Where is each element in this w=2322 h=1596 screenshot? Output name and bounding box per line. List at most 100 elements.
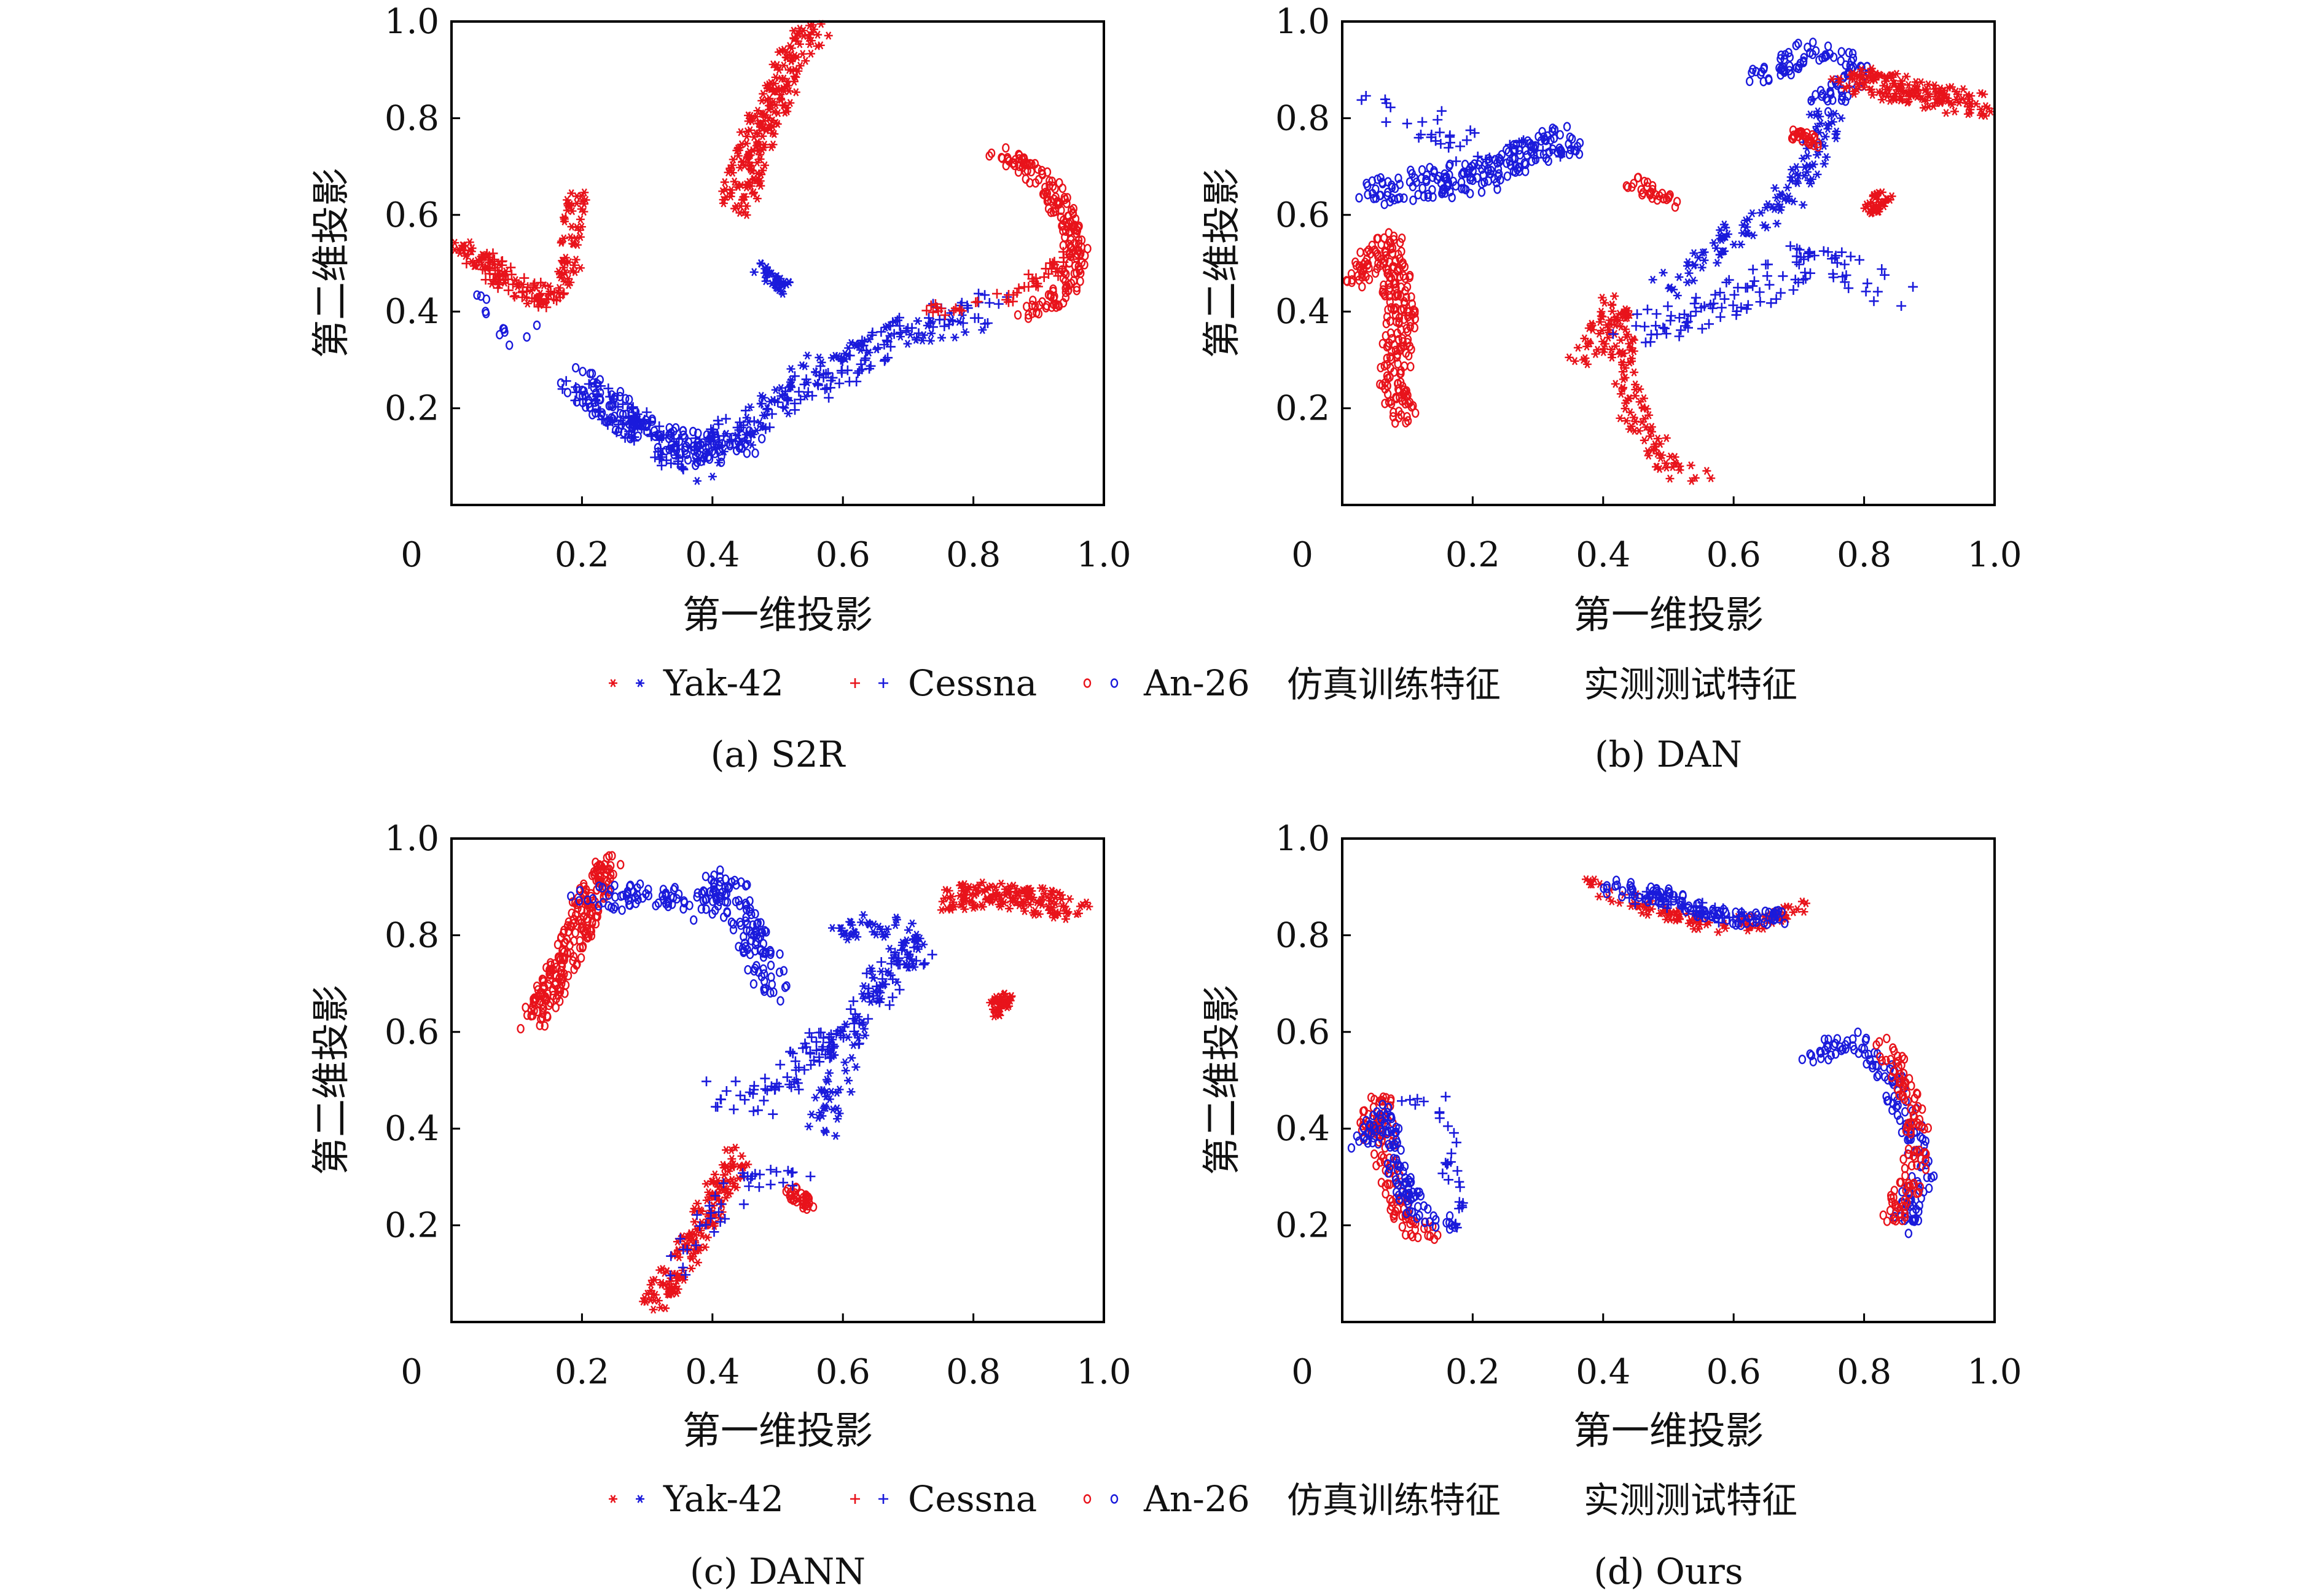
scatter-point-an-real <box>689 915 698 925</box>
scatter-point-cessna-real <box>602 382 614 394</box>
legend-an-label: An-26 <box>1143 662 1250 704</box>
scatter-point-cessna-real <box>1907 281 1919 293</box>
scatter-point-cessna-real <box>1845 251 1857 262</box>
scatter-point-an-real <box>751 448 759 458</box>
scatter-point-yak-sim <box>1625 408 1636 417</box>
scatter-point-an-real <box>751 909 759 919</box>
scatter-points <box>1347 875 1938 1245</box>
scatter-point-an-real <box>618 905 626 915</box>
y-tick-label: 0.4 <box>1275 292 1330 332</box>
scatter-point-yak-sim <box>1573 343 1584 353</box>
scatter-point-yak-real <box>1674 272 1684 282</box>
plot-frame <box>1341 20 1996 506</box>
scatter-point-cessna-sim <box>925 299 937 311</box>
scatter-point-yak-real <box>1684 268 1694 278</box>
scatter-point-cessna-real <box>1396 1095 1408 1107</box>
scatter-point-yak-sim <box>1639 436 1650 445</box>
scatter-point-cessna-real <box>1461 134 1473 146</box>
y-axis-label: 第二维投影 <box>308 985 353 1175</box>
scatter-point-cessna-real <box>700 1076 713 1087</box>
scatter-point-yak-real <box>851 1062 861 1072</box>
scatter-point-yak-real <box>1712 258 1722 267</box>
y-tick-label: 0.6 <box>1275 1012 1330 1052</box>
scatter-point-an-real <box>1347 1143 1356 1153</box>
scatter-point-cessna-real <box>1450 1136 1463 1149</box>
scatter-point-cessna-sim <box>1003 289 1015 301</box>
scatter-point-cessna-real <box>1454 140 1466 152</box>
scatter-point-yak-sim <box>791 87 802 97</box>
scatter-point-yak-sim <box>1609 291 1620 301</box>
plot-frame <box>450 837 1105 1323</box>
x-tick-label: 0.2 <box>1445 535 1500 575</box>
scatter-point-cessna-real <box>793 386 805 398</box>
legend-cessna-sim-marker <box>849 1493 861 1505</box>
scatter-point-yak-sim <box>719 178 730 187</box>
scatter-point-yak-real <box>1782 183 1793 192</box>
scatter-point-yak-real <box>858 910 869 920</box>
scatter-point-cessna-real <box>1709 289 1721 301</box>
scatter-point-yak-real <box>1770 183 1780 193</box>
y-tick-label: 0.6 <box>1275 195 1330 235</box>
scatter-point-an-sim <box>1356 248 1364 257</box>
legend-an-sim-marker <box>1083 1494 1092 1504</box>
scatter-point-cessna-real <box>983 297 996 309</box>
scatter-point-yak-real <box>840 1058 850 1067</box>
x-tick-label: 0.6 <box>1706 1352 1761 1392</box>
legend-an-sim-marker <box>1083 678 1092 688</box>
panel-caption: (a) S2R <box>711 733 846 775</box>
scatter-point-cessna-real <box>1868 295 1880 307</box>
scatter-point-cessna-real <box>765 1178 776 1191</box>
scatter-point-cessna-real <box>710 1101 722 1113</box>
scatter-point-yak-real <box>1819 159 1829 168</box>
scatter-point-yak-real <box>902 339 913 348</box>
y-tick-label: 1.0 <box>1275 819 1330 859</box>
scatter-point-cessna-real <box>1437 1167 1448 1179</box>
x-axis-label: 第一维投影 <box>682 1408 873 1453</box>
legend: Yak-42 Cessna An-26 仿真训练特征 实测测试特征 <box>608 1478 1797 1521</box>
scatter-point-cessna-real <box>972 288 985 300</box>
scatter-point-cessna-real <box>1453 1176 1465 1188</box>
scatter-point-cessna-real <box>1818 245 1830 257</box>
scatter-point-cessna-real <box>1723 274 1735 286</box>
scatter-point-cessna-real <box>1436 105 1448 117</box>
scatter-point-cessna-sim <box>972 295 983 308</box>
y-tick-label: 0.4 <box>1275 1109 1330 1149</box>
scatter-point-cessna-real <box>759 1073 771 1084</box>
scatter-point-yak-sim <box>1941 108 1952 118</box>
scatter-point-yak-real <box>1688 276 1699 285</box>
scatter-point-cessna-real <box>708 1226 720 1238</box>
scatter-point-cessna-real <box>1444 131 1456 143</box>
scatter-point-an-real <box>749 979 758 989</box>
scatter-point-cessna-real <box>728 1103 740 1116</box>
scatter-point-yak-sim <box>1702 466 1712 475</box>
legend-yak-real-marker <box>635 1494 646 1504</box>
scatter-point-yak-real <box>783 409 794 418</box>
x-tick-label: 0.2 <box>555 535 609 575</box>
scatter-point-cessna-real <box>784 1046 797 1058</box>
scatter-point-cessna-real <box>730 1076 741 1087</box>
scatter-point-yak-sim <box>1606 300 1617 309</box>
x-axis-label: 第一维投影 <box>1573 592 1764 637</box>
x-origin-label: 0 <box>1291 535 1313 575</box>
scatter-point-cessna-real <box>1719 293 1730 305</box>
scatter-point-cessna-real <box>1404 1093 1416 1106</box>
scatter-point-an-sim <box>1407 362 1415 372</box>
scatter-point-an-sim <box>1377 362 1385 373</box>
scatter-point-cessna-real <box>1380 116 1392 128</box>
scatter-point-cessna-real <box>1895 300 1907 312</box>
scatter-point-cessna-sim <box>542 288 555 300</box>
legend-sim-label: 仿真训练特征 <box>1287 663 1501 705</box>
panel-caption: (b) DAN <box>1595 733 1742 775</box>
panel: 0.2 0.4 0.6 0.8 1.0 0.2 0.4 0.6 0.8 1.0 第一维投影 第二维… <box>1199 819 2022 1453</box>
scatter-point-cessna-real <box>823 392 835 404</box>
scatter-point-yak-sim <box>1620 404 1630 413</box>
scatter-point-cessna-real <box>753 1181 765 1193</box>
scatter-point-cessna-real <box>1714 311 1726 323</box>
x-tick-label: 1.0 <box>1967 535 2022 575</box>
scatter-point-yak-real <box>807 1109 817 1119</box>
scatter-point-an-real <box>1503 171 1512 181</box>
scatter-point-cessna-real <box>1445 1148 1457 1159</box>
y-axis-label: 第二维投影 <box>1199 168 1244 358</box>
legend-real-label: 实测测试特征 <box>1584 663 1797 705</box>
scatter-point-yak-real <box>824 1068 835 1078</box>
